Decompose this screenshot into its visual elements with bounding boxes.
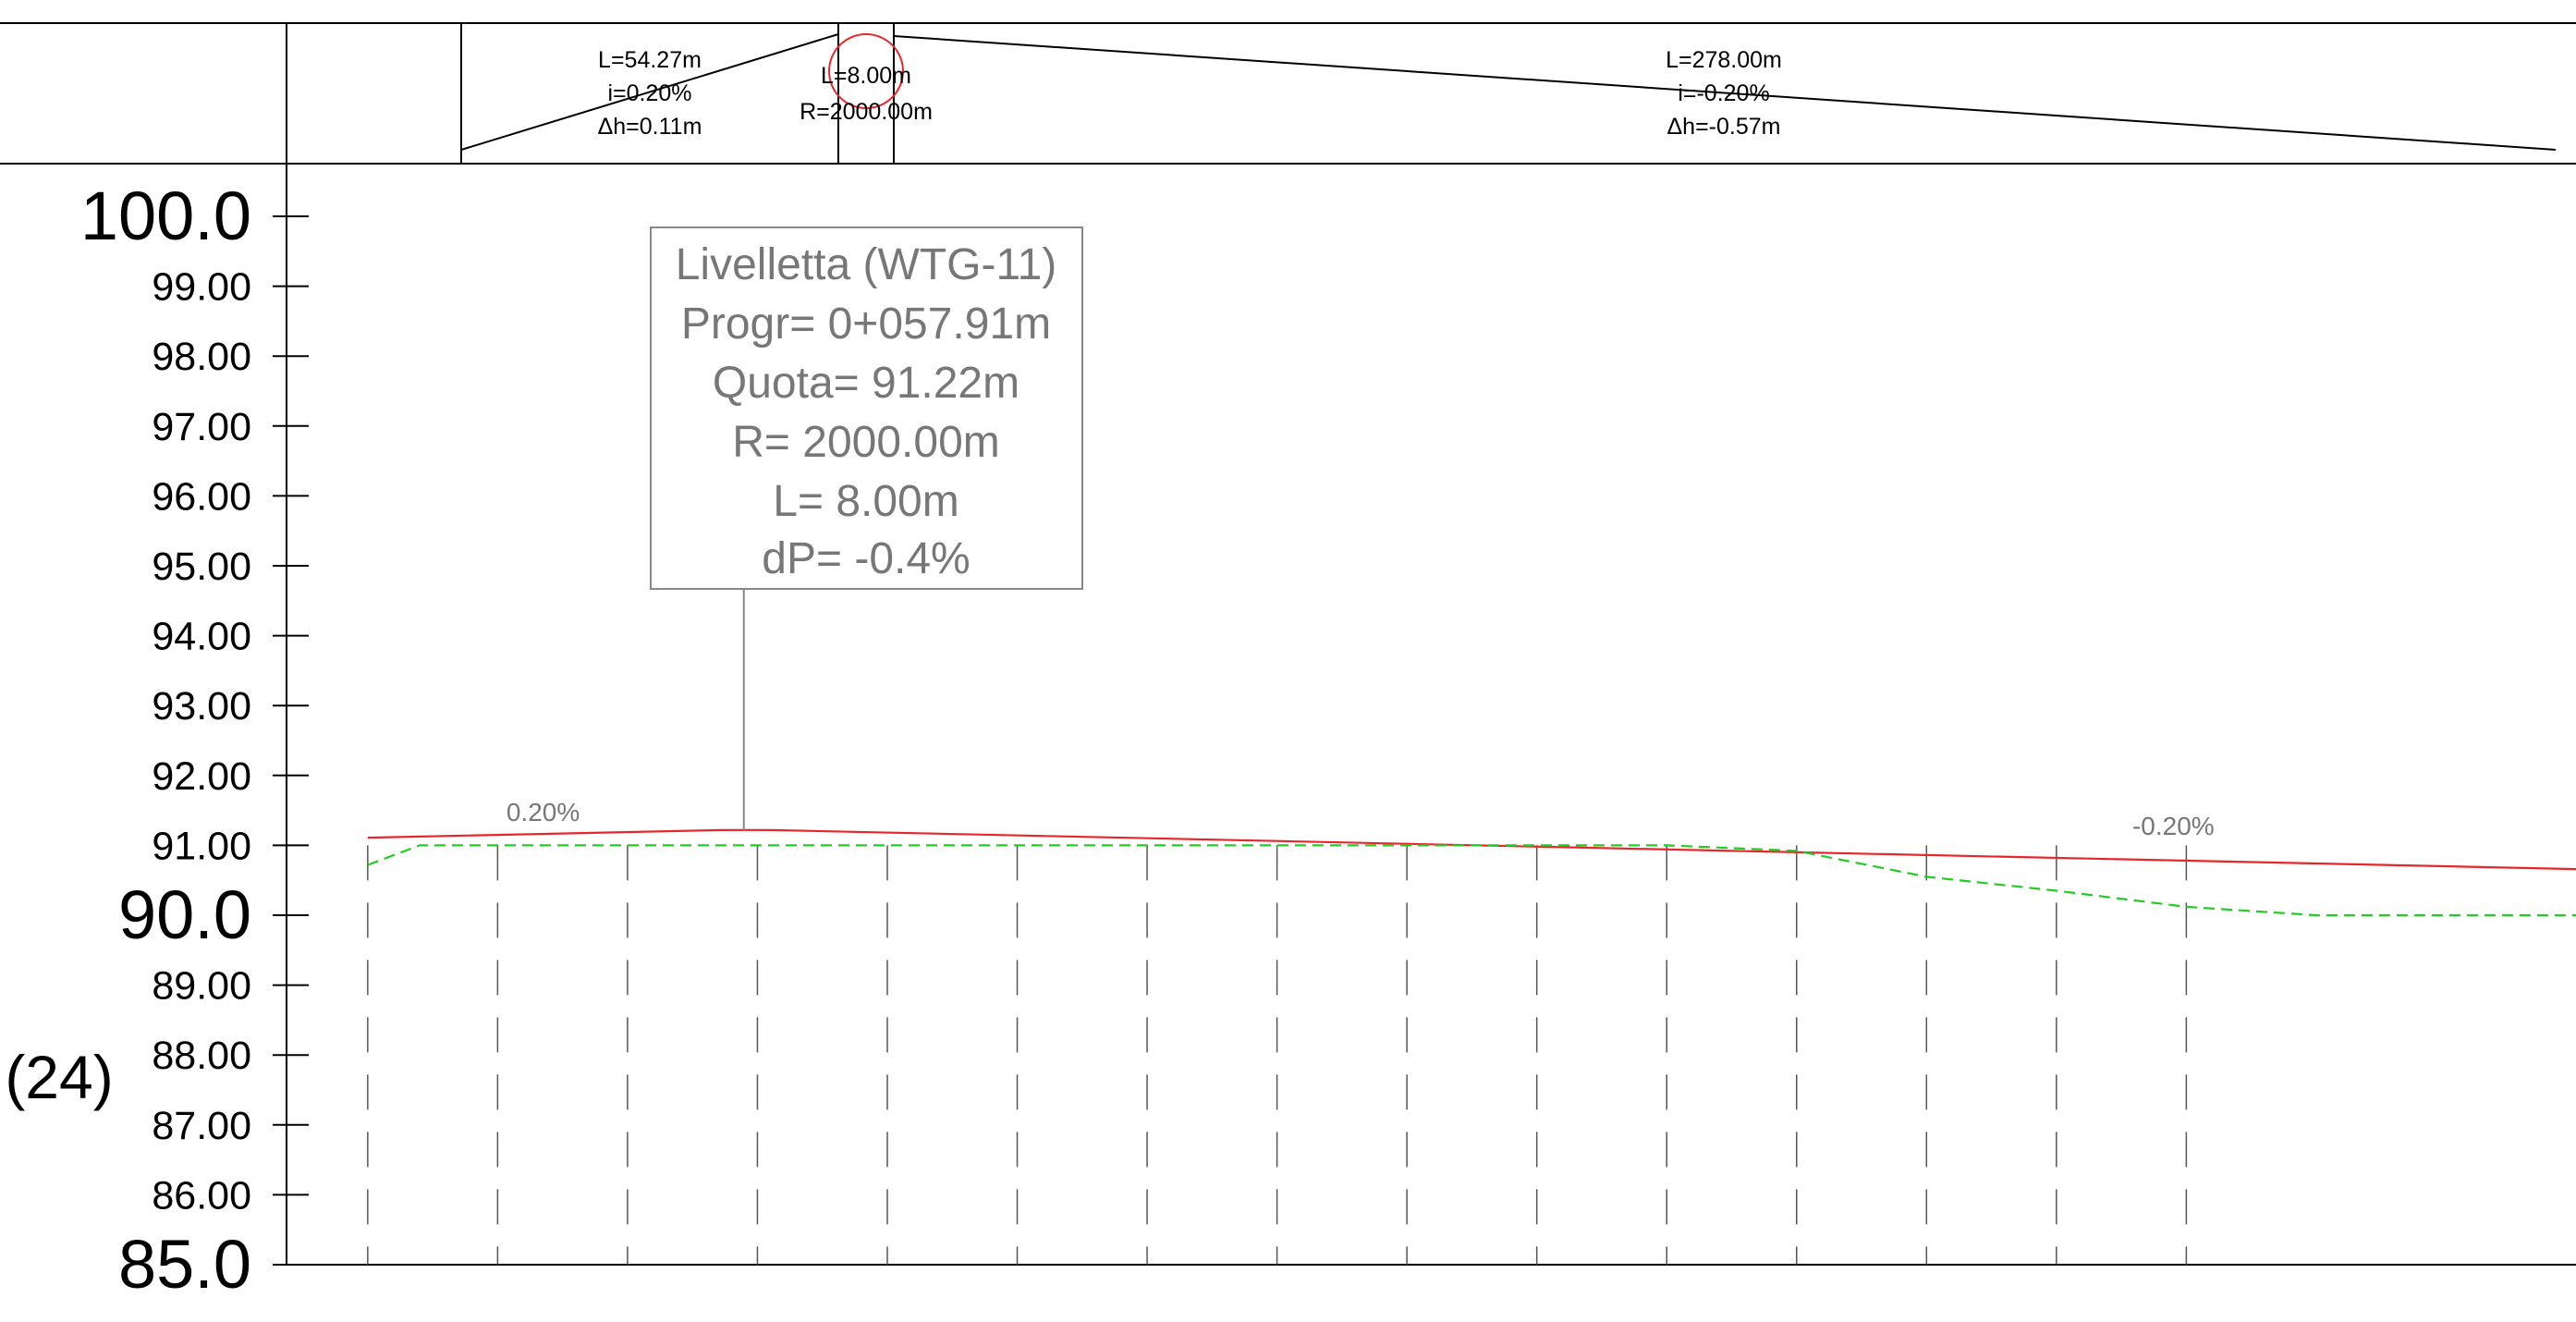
- station-lines: [367, 845, 2188, 1265]
- scale-label: (24): [5, 1043, 113, 1111]
- tooltip-title: Livelletta (WTG-11): [676, 240, 1057, 289]
- segment-2-length: L=8.00m: [821, 63, 911, 89]
- y-tick-label: 99.00: [152, 265, 251, 310]
- y-tick-label: 85.0: [118, 1226, 251, 1303]
- segment-1-grade: i=0.20%: [607, 80, 691, 106]
- grade-diagram-down: [893, 35, 2557, 151]
- tooltip-box: Livelletta (WTG-11) Progr= 0+057.91m Quo…: [650, 226, 1083, 830]
- tooltip-progressive: Progr= 0+057.91m: [681, 300, 1051, 349]
- y-tick-label: 91.00: [152, 824, 251, 868]
- y-tick-label: 90.0: [118, 876, 251, 953]
- design-profile-line: [367, 828, 2576, 871]
- grade-label: -0.20%: [2132, 812, 2215, 840]
- tooltip-length: L= 8.00m: [773, 477, 958, 526]
- segment-2-radius: R=2000.00m: [800, 99, 933, 125]
- y-tick-label: 96.00: [152, 474, 251, 519]
- y-tick-label: 95.00: [152, 545, 251, 589]
- header-band: L=54.27m i=0.20% Δh=0.11m L=8.00m R=2000…: [0, 22, 2576, 165]
- grade-diagram-up: [460, 33, 839, 151]
- grade-label: 0.20%: [507, 798, 580, 826]
- y-tick-label: 93.00: [152, 684, 251, 728]
- tooltip-radius: R= 2000.00m: [732, 418, 1000, 467]
- y-tick-label: 89.00: [152, 964, 251, 1009]
- tooltip-grade-change: dP= -0.4%: [762, 534, 970, 583]
- y-tick-label: 98.00: [152, 335, 251, 379]
- y-tick-label: 97.00: [152, 405, 251, 449]
- vertical-curve-icon: [828, 33, 904, 109]
- y-tick-label: 94.00: [152, 615, 251, 659]
- segment-1-length: L=54.27m: [598, 47, 702, 73]
- segment-3-length: L=278.00m: [1666, 47, 1782, 73]
- y-tick-label: 100.0: [80, 177, 251, 254]
- y-tick-label: 92.00: [152, 754, 251, 799]
- terrain-profile-line: [367, 844, 2576, 917]
- grade-labels: 0.20% -0.20%: [507, 798, 2215, 840]
- y-ticks: 100.0 99.00 98.00 97.00 96.00 95.00 94.00 93.00…: [80, 177, 309, 1303]
- segment-1-delta-h: Δh=0.11m: [598, 114, 702, 140]
- tooltip-frame: [650, 226, 1083, 590]
- axes: 100.0 99.00 98.00 97.00 96.00 95.00 94.00 93.00…: [5, 23, 2576, 1303]
- segment-3-grade: i=-0.20%: [1678, 80, 1769, 106]
- series-layer: [367, 828, 2576, 917]
- y-tick-label: 88.00: [152, 1034, 251, 1078]
- y-tick-label: 87.00: [152, 1104, 251, 1148]
- y-tick-label: 86.00: [152, 1173, 251, 1218]
- tooltip-elevation: Quota= 91.22m: [713, 359, 1019, 408]
- segment-3-delta-h: Δh=-0.57m: [1666, 114, 1780, 140]
